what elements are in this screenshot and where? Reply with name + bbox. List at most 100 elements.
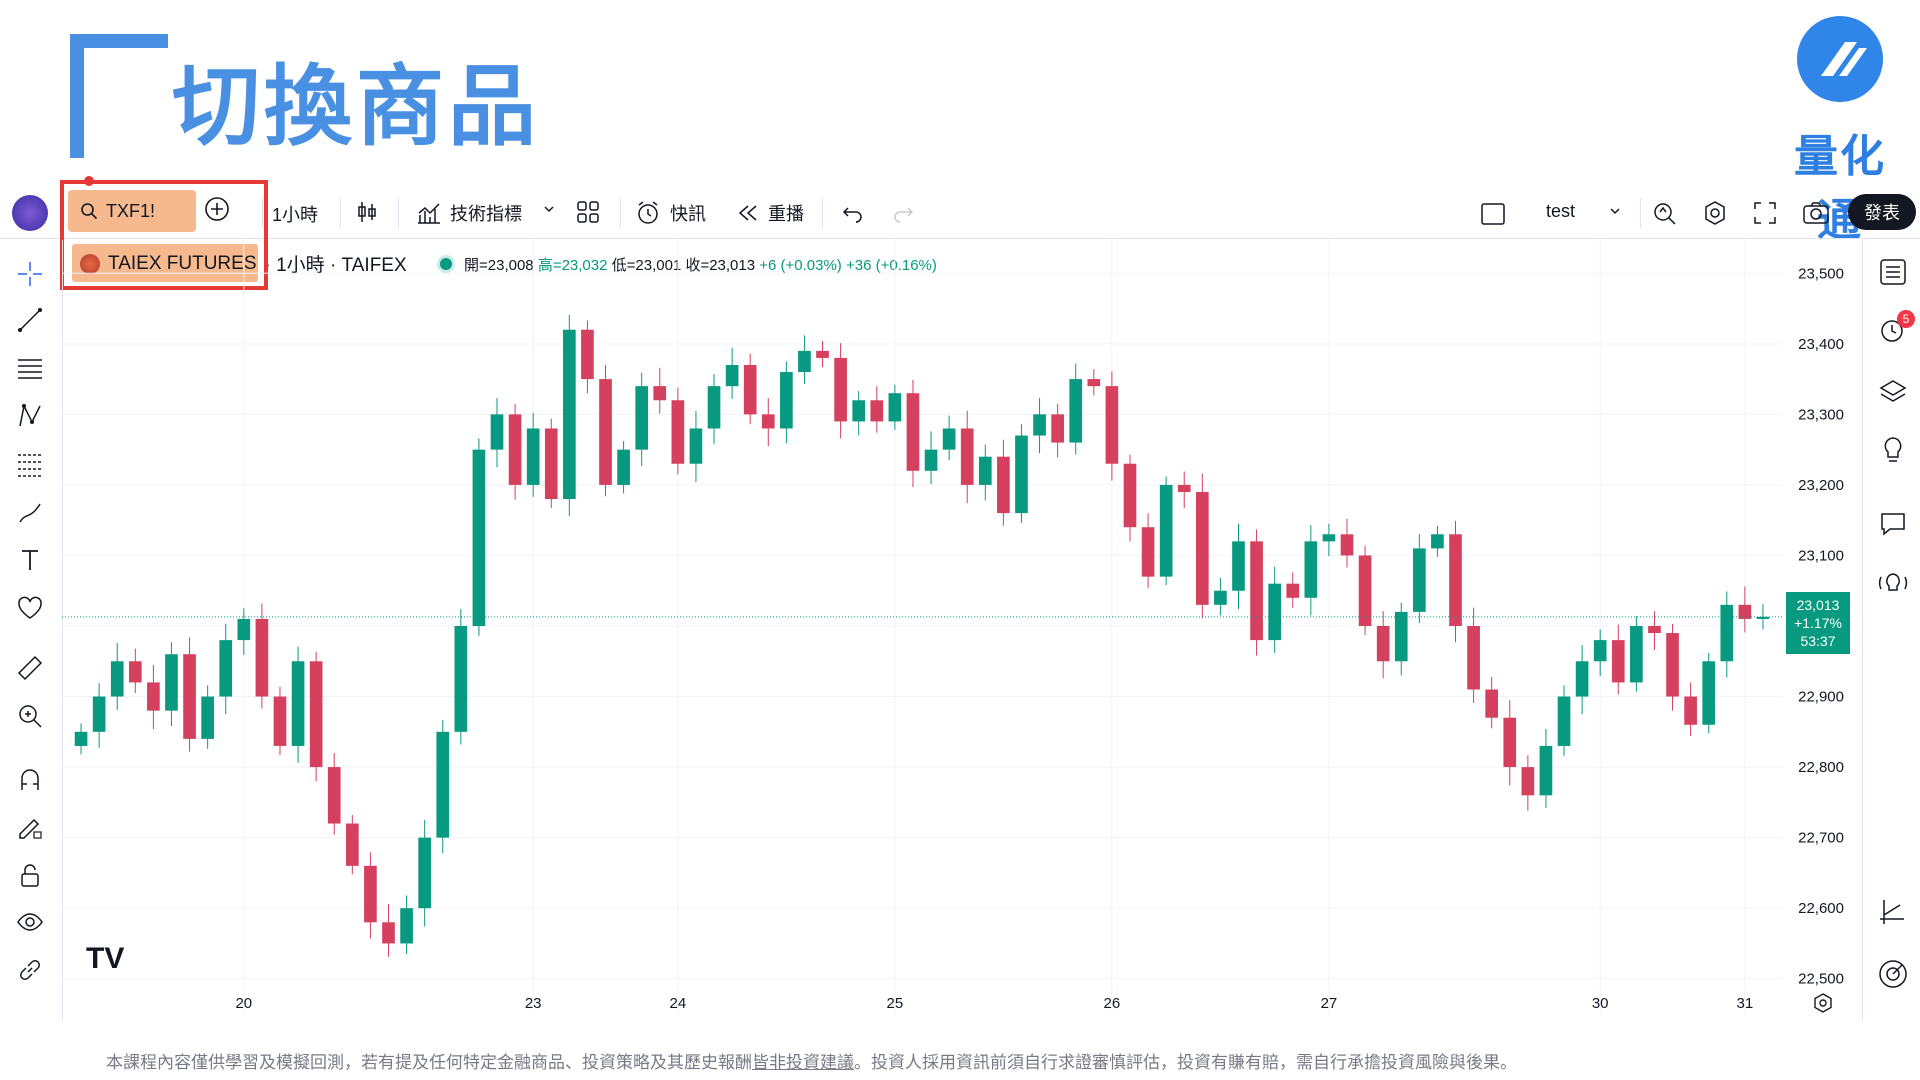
- axis-settings-icon[interactable]: [1812, 992, 1834, 1019]
- publish-button[interactable]: 發表: [1848, 194, 1916, 230]
- candle-body: [1250, 541, 1263, 641]
- link-icon[interactable]: [10, 952, 50, 988]
- candle-body: [128, 661, 142, 683]
- zoom-in-icon[interactable]: [10, 698, 50, 734]
- layouts-grid-icon[interactable]: [576, 200, 600, 229]
- candle-body: [400, 908, 413, 944]
- undo-icon[interactable]: [842, 202, 864, 229]
- annotation-dot: [84, 176, 94, 186]
- candle-body: [1449, 534, 1462, 626]
- candle-body: [1539, 745, 1553, 796]
- candle-body: [544, 428, 558, 500]
- add-symbol-button[interactable]: [204, 196, 230, 222]
- symbol-search-button[interactable]: TXF1!: [68, 190, 196, 232]
- candle-body: [147, 682, 160, 711]
- layout-square-icon[interactable]: [1480, 201, 1506, 232]
- camera-icon[interactable]: [1802, 200, 1830, 231]
- redo-icon[interactable]: [892, 202, 914, 229]
- user-avatar[interactable]: [12, 195, 48, 231]
- candle-body: [816, 350, 829, 358]
- legend-instrument[interactable]: TAIEX FUTURES: [108, 252, 257, 274]
- candle-body: [382, 922, 395, 944]
- broadcast-bulb-icon[interactable]: [1873, 564, 1913, 604]
- candle-body: [1756, 616, 1770, 619]
- candle-body: [1177, 484, 1191, 492]
- text-tool-icon[interactable]: [10, 542, 50, 578]
- ohlc-values: 開=23,008 高=23,032 低=23,001 收=23,013 +6 (…: [464, 254, 937, 275]
- candle-body: [1630, 626, 1643, 683]
- legend-suffix: · 1小時 · TAIFEX: [264, 255, 407, 276]
- ruler-icon[interactable]: [10, 650, 50, 686]
- bar-countdown: 53:37: [1800, 633, 1836, 649]
- candle-body: [201, 696, 214, 739]
- chart-type-button[interactable]: [356, 200, 378, 224]
- brand-logo-icon: [1797, 16, 1883, 102]
- quick-search-icon[interactable]: [1652, 200, 1678, 231]
- candle-body: [798, 350, 811, 373]
- horizontal-lines-icon[interactable]: [10, 350, 50, 386]
- indicators-button[interactable]: 技術指標: [416, 200, 522, 226]
- candle-body: [942, 428, 956, 450]
- fullscreen-icon[interactable]: [1752, 200, 1778, 231]
- candle-body: [924, 449, 938, 471]
- candle-body: [418, 837, 431, 909]
- y-tick-label: 23,300: [1798, 406, 1844, 423]
- slide-title: 切換商品: [172, 57, 541, 156]
- y-tick-label: 22,700: [1798, 830, 1844, 847]
- x-tick-label: 27: [1321, 995, 1338, 1012]
- candle-body: [526, 428, 540, 485]
- highlight-annotation-box: [60, 180, 268, 290]
- favorites-heart-icon[interactable]: [10, 590, 50, 626]
- watchlist-icon[interactable]: [1873, 252, 1913, 292]
- indicators-icon: [418, 203, 440, 224]
- ideas-bulb-icon[interactable]: [1873, 430, 1913, 470]
- interval-button[interactable]: 1小時: [272, 201, 318, 227]
- candle-body: [689, 428, 703, 464]
- candle-body: [237, 618, 251, 641]
- unlock-icon[interactable]: [10, 858, 50, 894]
- brush-icon[interactable]: [10, 494, 50, 530]
- layout-name-button[interactable]: test: [1546, 201, 1575, 222]
- settings-gear-icon[interactable]: [1702, 200, 1728, 231]
- symbol-highlight: [72, 244, 258, 282]
- candle-body: [599, 379, 612, 485]
- y-tick-label: 23,200: [1798, 477, 1844, 494]
- layers-icon[interactable]: [1873, 372, 1913, 412]
- magnet-icon[interactable]: [10, 762, 50, 798]
- candle-body: [1232, 541, 1245, 591]
- candle-body: [725, 364, 739, 387]
- candle-body: [165, 654, 178, 711]
- ohlc-high: 高=23,032: [537, 257, 608, 274]
- candle-body: [761, 414, 775, 429]
- candle-body: [508, 414, 522, 485]
- ohlc-change: +6 (+0.03%): [759, 257, 842, 274]
- price-chart[interactable]: 23,50023,40023,30023,20023,10023,00022,9…: [62, 238, 1862, 1020]
- target-icon[interactable]: [1873, 954, 1913, 994]
- pattern-icon[interactable]: [10, 398, 50, 434]
- x-tick-label: 30: [1592, 995, 1609, 1012]
- alert-button[interactable]: 快訊: [636, 200, 706, 226]
- candle-body: [1648, 626, 1661, 634]
- alerts-clock-icon[interactable]: 5: [1873, 310, 1915, 350]
- candle-body: [110, 661, 124, 697]
- trend-line-icon[interactable]: [10, 302, 50, 338]
- candle-body: [1069, 379, 1083, 443]
- last-price-tag: 23,013 +1.17% 53:37: [1786, 592, 1850, 654]
- candles-icon: [358, 202, 376, 222]
- plus-circle-icon: [205, 197, 229, 221]
- lock-drawing-icon[interactable]: [10, 810, 50, 846]
- replay-button[interactable]: 重播: [736, 200, 804, 226]
- layout-chevron-icon[interactable]: [1608, 204, 1622, 223]
- market-open-dot-icon: [436, 254, 455, 273]
- x-tick-label: 24: [670, 995, 687, 1012]
- candle-body: [1123, 463, 1137, 528]
- fib-retracement-icon[interactable]: [10, 446, 50, 482]
- disclaimer-text: 本課程內容僅供學習及模擬回測，若有提及任何特定金融商品、投資策略及其歷史報酬皆非…: [106, 1053, 1517, 1072]
- chat-icon[interactable]: [1873, 504, 1913, 544]
- indicators-dropdown-chevron-icon[interactable]: [542, 202, 556, 221]
- y-tick-label: 22,500: [1798, 971, 1844, 988]
- crosshair-icon[interactable]: [10, 256, 50, 292]
- candle-body: [454, 626, 468, 732]
- object-tree-icon[interactable]: [1873, 892, 1913, 932]
- eye-icon[interactable]: [10, 904, 50, 940]
